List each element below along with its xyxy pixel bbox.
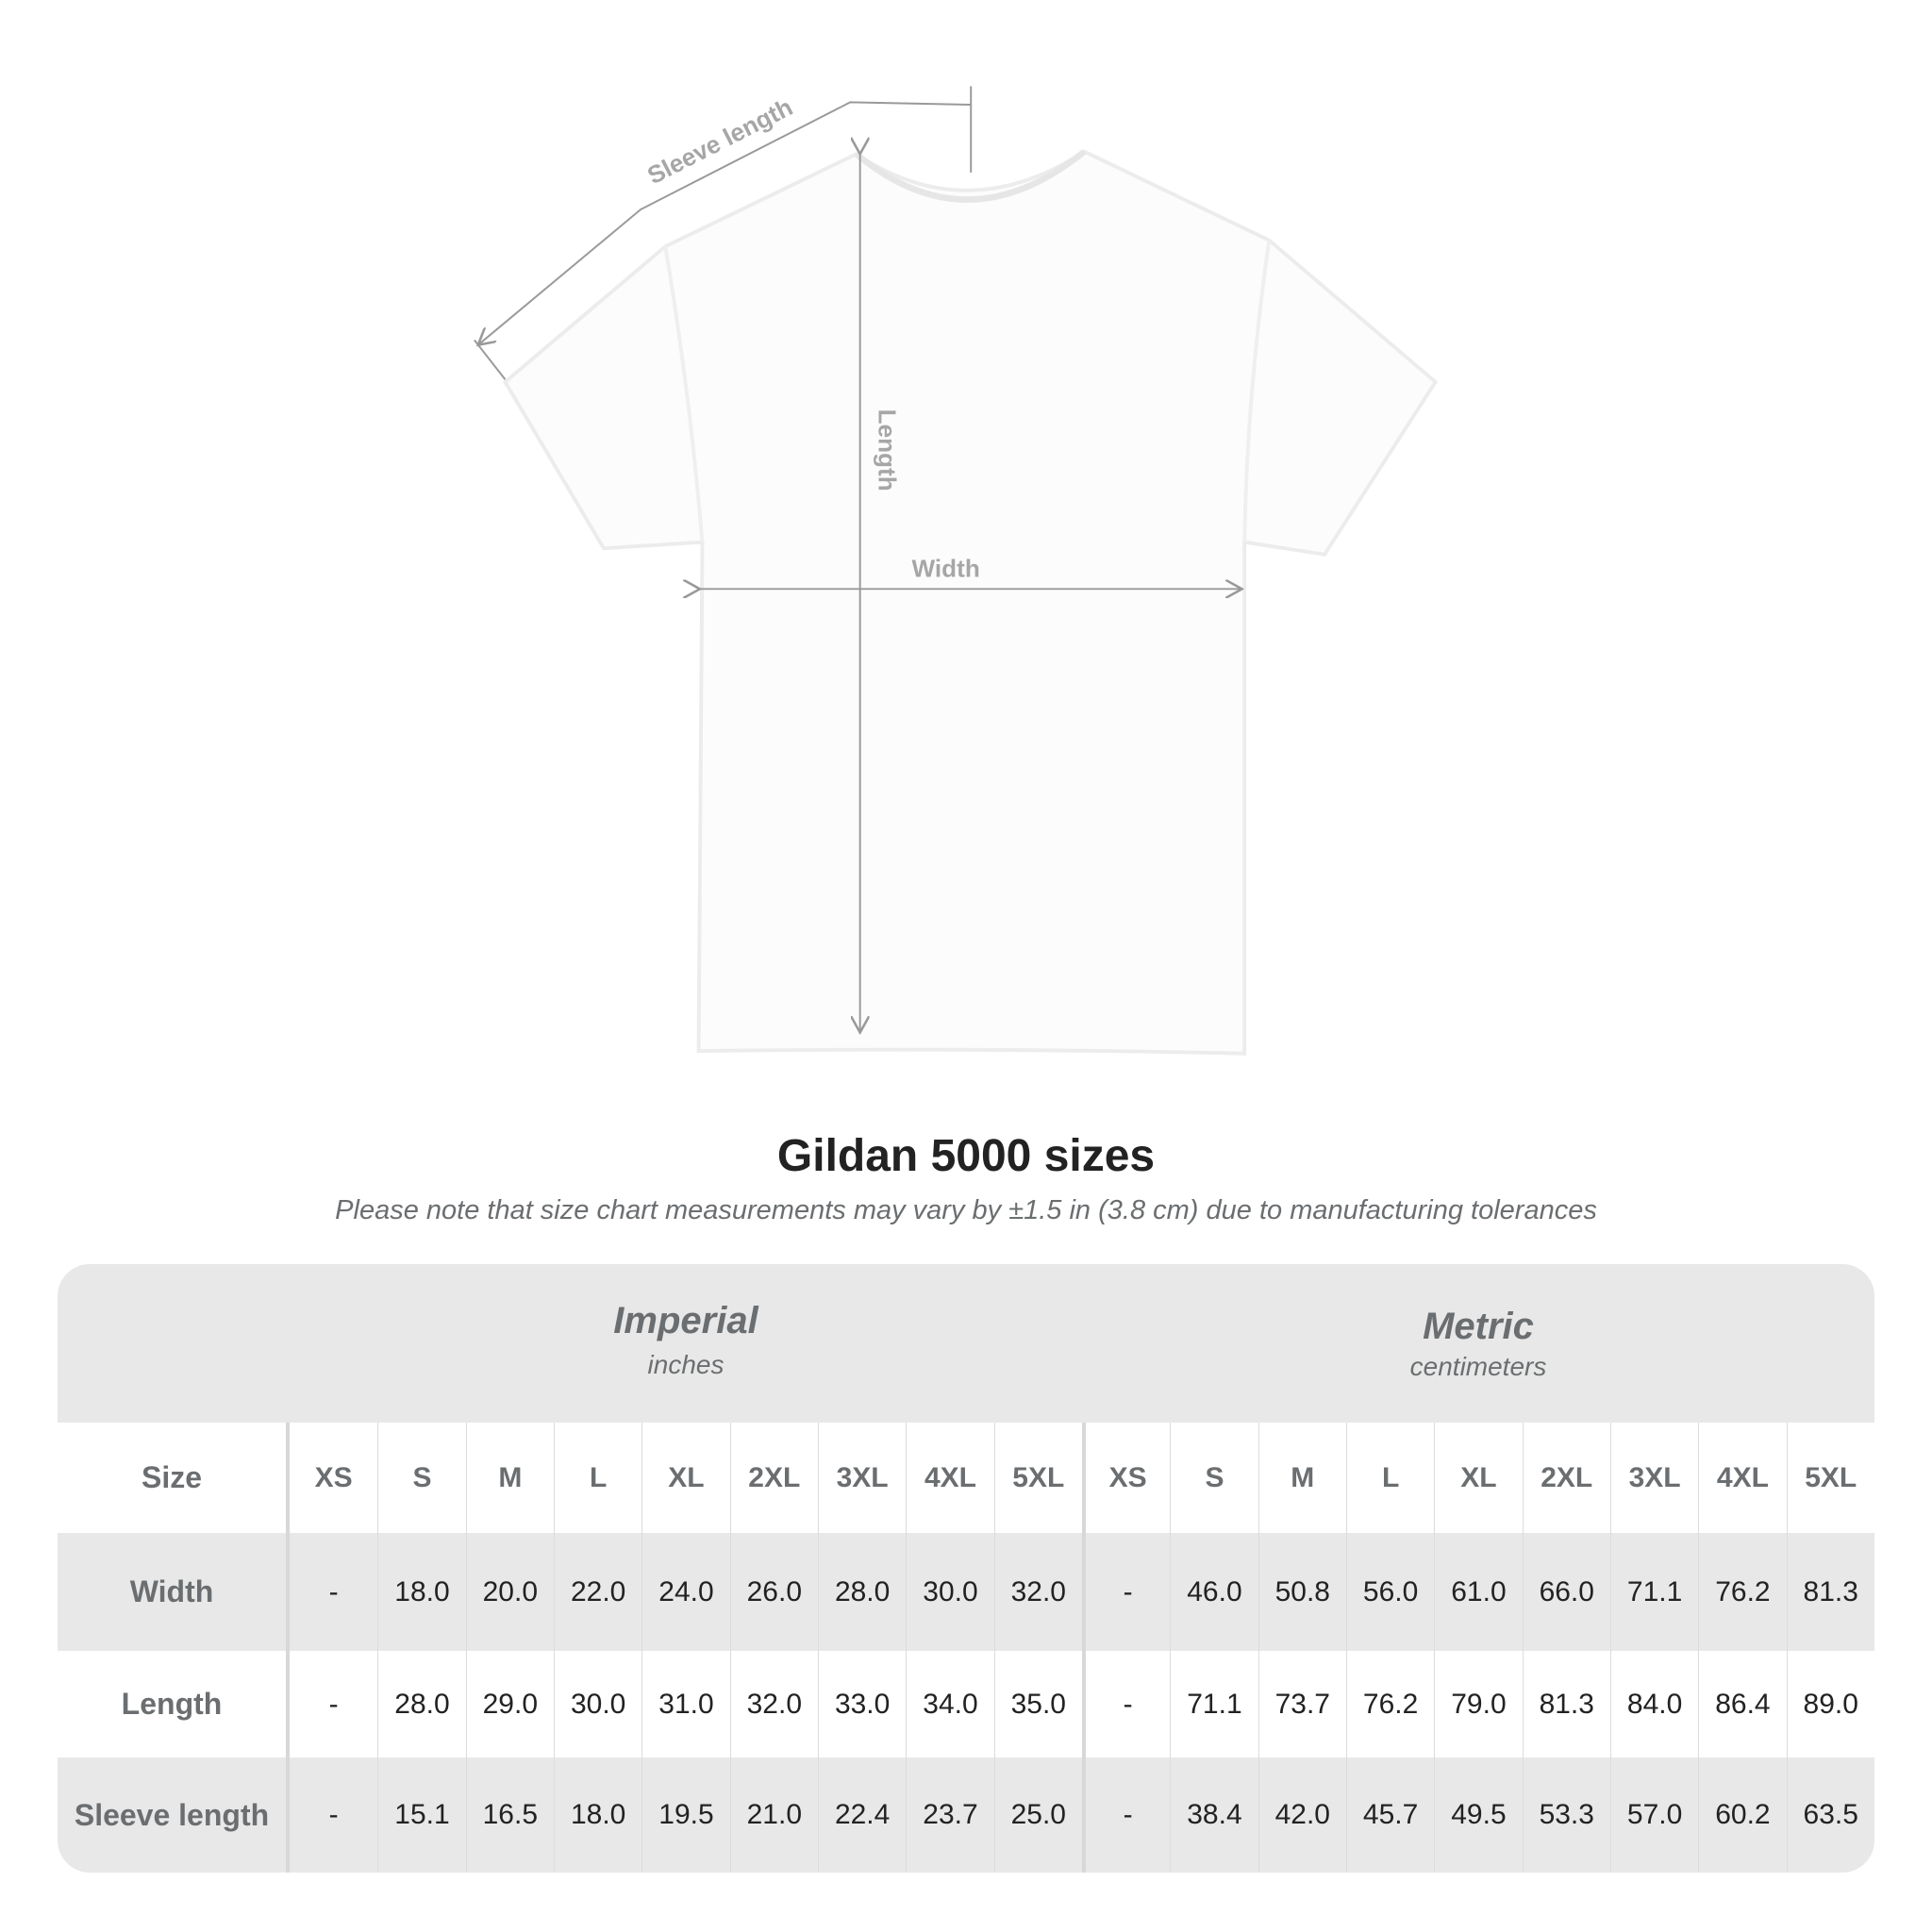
metric-value: 53.3 [1522,1757,1610,1873]
imperial-value: 35.0 [993,1651,1082,1757]
imperial-value: 18.0 [377,1533,465,1651]
imperial-value: 21.0 [729,1757,818,1873]
metric-size-3xl: 3XL [1609,1423,1698,1533]
imperial-size-m: M [465,1423,554,1533]
imperial-value: 28.0 [817,1533,906,1651]
imperial-value: 20.0 [465,1533,554,1651]
imperial-value: 32.0 [993,1533,1082,1651]
metric-unit: centimeters [1409,1352,1547,1381]
metric-size-l: L [1345,1423,1434,1533]
table-row: Length -28.0 29.0 30.0 31.0 32.0 33.0 34.0 35.0-… [58,1651,1874,1757]
metric-value: 38.4 [1170,1757,1257,1873]
metric-value: 42.0 [1257,1757,1346,1873]
metric-value: 60.2 [1698,1757,1786,1873]
imperial-value: 22.0 [553,1533,641,1651]
imperial-size-3xl: 3XL [817,1423,906,1533]
row-label: Sleeve length [58,1757,290,1873]
metric-header: Metric centimeters [1082,1264,1874,1423]
metric-value: 84.0 [1609,1651,1698,1757]
imperial-value: 31.0 [641,1651,729,1757]
imperial-value: 15.1 [377,1757,465,1873]
imperial-value: - [328,1688,339,1720]
metric-size-s: S [1170,1423,1257,1533]
imperial-value: 22.4 [817,1757,906,1873]
metric-value: 49.5 [1434,1757,1522,1873]
tshirt-diagram: Sleeve length Length Width [474,86,1439,1056]
metric-size-2xl: 2XL [1522,1423,1610,1533]
page-title: Gildan 5000 sizes [776,1131,1156,1181]
imperial-value: 32.0 [729,1651,818,1757]
metric-value: 73.7 [1257,1651,1346,1757]
metric-size-m: M [1257,1423,1346,1533]
metric-value: 61.0 [1434,1533,1522,1651]
metric-value: - [1081,1757,1170,1873]
metric-value: 89.0 [1786,1651,1874,1757]
imperial-size-l: L [553,1423,641,1533]
metric-value: 76.2 [1345,1651,1434,1757]
tshirt-shape [502,149,1439,1056]
imperial-value: 29.0 [465,1651,554,1757]
imperial-value: 23.7 [906,1757,993,1873]
imperial-value: 16.5 [465,1757,554,1873]
imperial-value: 33.0 [817,1651,906,1757]
metric-title: Metric [1423,1306,1534,1347]
imperial-size-2xl: 2XL [729,1423,818,1533]
imperial-header: Imperial inches [290,1264,1082,1423]
metric-value: 79.0 [1434,1651,1522,1757]
metric-value: - [1081,1533,1170,1651]
metric-value: 66.0 [1522,1533,1610,1651]
metric-value: 50.8 [1257,1533,1346,1651]
metric-value: 76.2 [1698,1533,1786,1651]
imperial-value: 19.5 [641,1757,729,1873]
metric-value: 57.0 [1609,1757,1698,1873]
imperial-size-4xl: 4XL [906,1423,993,1533]
metric-size-xs: XS [1081,1423,1170,1533]
imperial-size-xs: XS [314,1461,353,1493]
imperial-value: 34.0 [906,1651,993,1757]
imperial-size-s: S [377,1423,465,1533]
imperial-title: Imperial [613,1300,758,1341]
length-label: Length [873,409,901,491]
metric-value: 56.0 [1345,1533,1434,1651]
metric-value: 71.1 [1170,1651,1257,1757]
metric-value: 81.3 [1786,1533,1874,1651]
row-label: Length [58,1651,290,1757]
metric-size-5xl: 5XL [1786,1423,1874,1533]
imperial-value: 25.0 [993,1757,1082,1873]
imperial-size-5xl: 5XL [993,1423,1082,1533]
imperial-value: 26.0 [729,1533,818,1651]
metric-value: - [1081,1651,1170,1757]
metric-value: 45.7 [1345,1757,1434,1873]
imperial-size-xl: XL [641,1423,729,1533]
metric-size-4xl: 4XL [1698,1423,1786,1533]
metric-value: 71.1 [1609,1533,1698,1651]
imperial-value: 30.0 [906,1533,993,1651]
table-row: Sleeve length - 15.1 16.5 18.0 19.5 21.0 22.4 23… [58,1757,1874,1873]
imperial-value: 30.0 [553,1651,641,1757]
metric-size-xl: XL [1434,1423,1522,1533]
size-header-row: Size XS S M L XL 2XL 3XL 4XL 5XL XS S M L XL 2XL 3XL 4XL 5… [58,1423,1874,1533]
metric-value: 46.0 [1170,1533,1257,1651]
size-table: Imperial inches Metric centimeters Size X… [58,1264,1874,1873]
metric-value: 86.4 [1698,1651,1786,1757]
metric-value: 63.5 [1786,1757,1874,1873]
tolerance-note: Please note that size chart measurements… [335,1195,1597,1225]
width-label: Width [912,554,980,582]
row-label: Width [58,1533,290,1651]
size-label: Size [58,1423,290,1533]
metric-value: 81.3 [1522,1651,1610,1757]
imperial-value: 28.0 [377,1651,465,1757]
table-row: Width -18.0 20.0 22.0 24.0 26.0 28.0 30.0 32.0-4… [58,1533,1874,1651]
imperial-value: 18.0 [553,1757,641,1873]
imperial-value: - [328,1799,339,1830]
imperial-value: - [328,1575,339,1607]
imperial-unit: inches [647,1350,724,1379]
imperial-value: 24.0 [641,1533,729,1651]
